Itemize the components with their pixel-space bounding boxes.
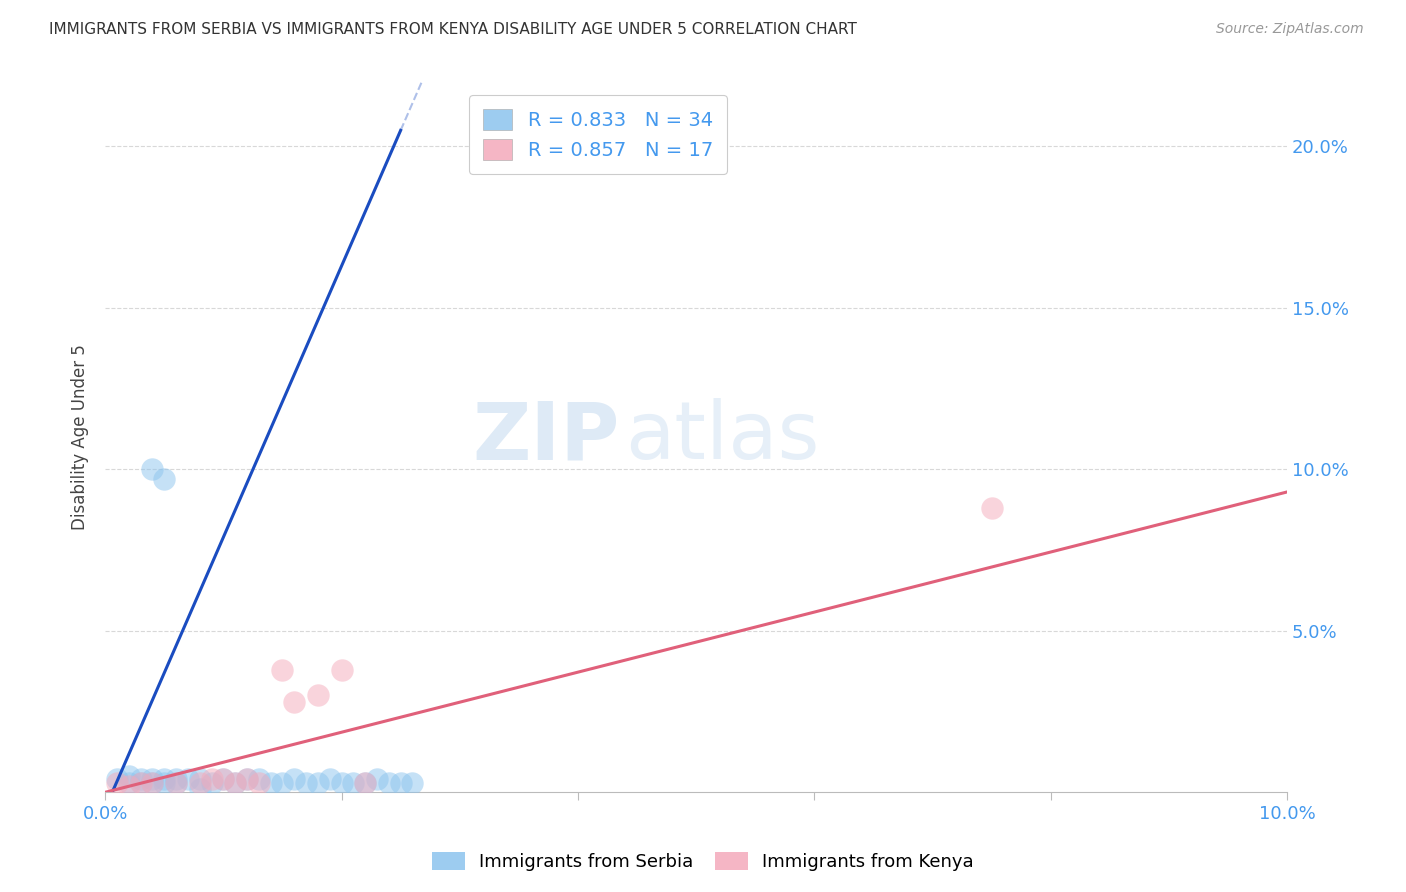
Point [141, 462, 163, 476]
Point [188, 782, 211, 797]
Point [307, 775, 329, 789]
Text: atlas: atlas [626, 398, 820, 476]
Point [354, 775, 377, 789]
Point [271, 775, 294, 789]
Point [366, 772, 388, 787]
Point [200, 772, 222, 787]
Point [200, 775, 222, 789]
Point [188, 772, 211, 787]
Point [212, 772, 235, 787]
Point [224, 775, 246, 789]
Point [354, 775, 377, 789]
Point [129, 775, 152, 789]
Point [330, 775, 353, 789]
Text: IMMIGRANTS FROM SERBIA VS IMMIGRANTS FROM KENYA DISABILITY AGE UNDER 5 CORRELATI: IMMIGRANTS FROM SERBIA VS IMMIGRANTS FRO… [49, 22, 858, 37]
Point [247, 772, 270, 787]
Legend: R = 0.833   N = 34, R = 0.857   N = 17: R = 0.833 N = 34, R = 0.857 N = 17 [470, 95, 727, 174]
Point [271, 663, 294, 677]
Point [295, 775, 318, 789]
Point [283, 772, 305, 787]
Point [177, 772, 200, 787]
Text: Source: ZipAtlas.com: Source: ZipAtlas.com [1216, 22, 1364, 37]
Point [129, 772, 152, 787]
Point [342, 775, 364, 789]
Point [118, 769, 141, 783]
Point [153, 772, 176, 787]
Point [129, 775, 152, 789]
Point [105, 775, 128, 789]
Y-axis label: Disability Age Under 5: Disability Age Under 5 [72, 344, 89, 530]
Point [153, 775, 176, 789]
Point [389, 775, 412, 789]
Point [153, 472, 176, 486]
Point [188, 775, 211, 789]
Point [165, 775, 187, 789]
Point [141, 775, 163, 789]
Point [236, 772, 259, 787]
Point [247, 775, 270, 789]
Point [224, 775, 246, 789]
Point [118, 775, 141, 789]
Point [283, 695, 305, 709]
Point [378, 775, 401, 789]
Point [212, 772, 235, 787]
Point [401, 775, 423, 789]
Text: ZIP: ZIP [472, 398, 619, 476]
Point [118, 779, 141, 793]
Point [165, 775, 187, 789]
Point [980, 501, 1002, 516]
Point [330, 663, 353, 677]
Point [141, 775, 163, 789]
Point [105, 772, 128, 787]
Point [260, 775, 283, 789]
Point [319, 772, 342, 787]
Point [236, 772, 259, 787]
Point [141, 772, 163, 787]
Point [307, 689, 329, 703]
Point [165, 772, 187, 787]
Legend: Immigrants from Serbia, Immigrants from Kenya: Immigrants from Serbia, Immigrants from … [425, 845, 981, 879]
